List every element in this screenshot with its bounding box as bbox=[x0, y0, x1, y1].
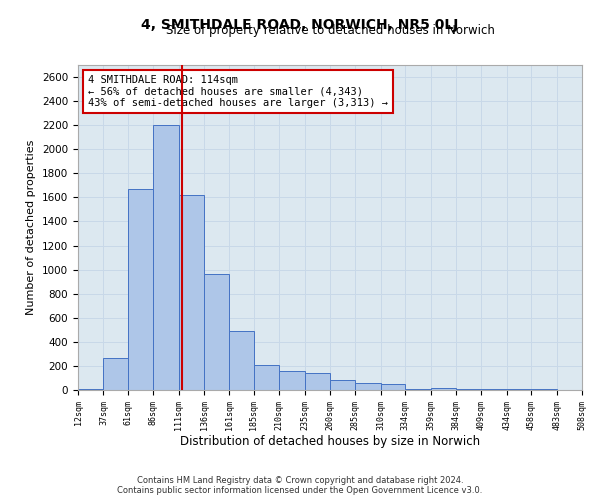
Bar bbox=[254, 364, 279, 390]
X-axis label: Distribution of detached houses by size in Norwich: Distribution of detached houses by size … bbox=[180, 436, 480, 448]
Bar bbox=[456, 389, 481, 390]
Y-axis label: Number of detached properties: Number of detached properties bbox=[26, 140, 37, 315]
Bar bbox=[431, 388, 456, 390]
Text: Contains HM Land Registry data © Crown copyright and database right 2024.
Contai: Contains HM Land Registry data © Crown c… bbox=[118, 476, 482, 495]
Bar bbox=[103, 358, 128, 390]
Text: 4, SMITHDALE ROAD, NORWICH, NR5 0LJ: 4, SMITHDALE ROAD, NORWICH, NR5 0LJ bbox=[142, 18, 458, 32]
Bar bbox=[153, 125, 179, 390]
Bar bbox=[204, 274, 229, 390]
Bar bbox=[355, 383, 381, 390]
Bar bbox=[305, 373, 330, 390]
Text: 4 SMITHDALE ROAD: 114sqm
← 56% of detached houses are smaller (4,343)
43% of sem: 4 SMITHDALE ROAD: 114sqm ← 56% of detach… bbox=[88, 74, 388, 108]
Bar bbox=[405, 389, 431, 390]
Bar bbox=[229, 331, 254, 390]
Bar bbox=[128, 189, 153, 390]
Bar bbox=[330, 380, 355, 390]
Bar bbox=[381, 384, 405, 390]
Bar bbox=[179, 195, 204, 390]
Bar bbox=[279, 370, 305, 390]
Title: Size of property relative to detached houses in Norwich: Size of property relative to detached ho… bbox=[166, 24, 494, 38]
